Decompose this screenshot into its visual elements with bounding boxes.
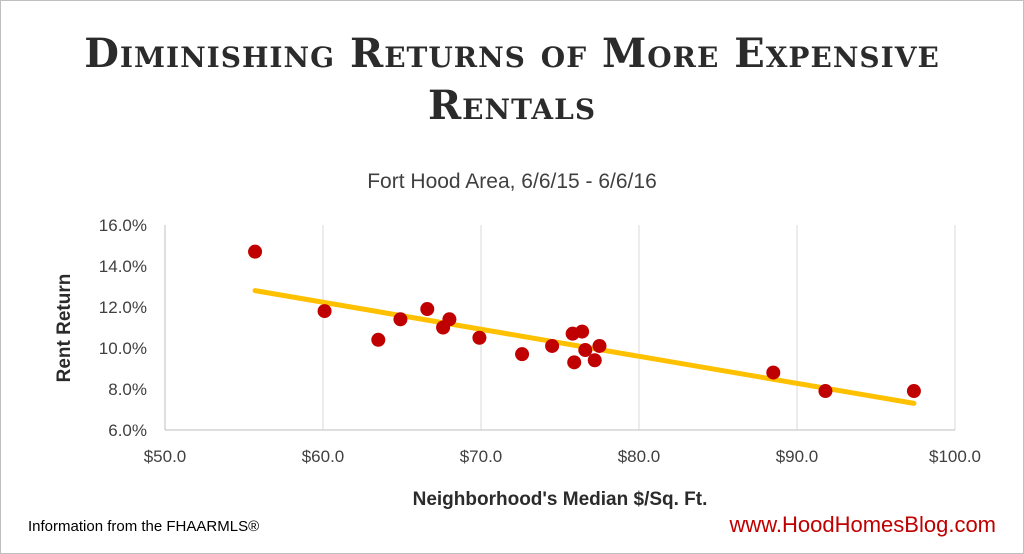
x-tick-label: $80.0 bbox=[618, 447, 661, 466]
data-point bbox=[442, 312, 457, 327]
y-tick-label: 8.0% bbox=[108, 380, 147, 399]
data-point bbox=[906, 384, 921, 399]
data-point bbox=[248, 244, 263, 259]
data-point bbox=[545, 338, 560, 353]
chart-title: Diminishing Returns of More Expensive Re… bbox=[84, 30, 940, 129]
data-point bbox=[515, 347, 530, 362]
x-tick-label: $50.0 bbox=[144, 447, 187, 466]
data-point bbox=[578, 343, 593, 358]
data-point bbox=[587, 353, 602, 368]
y-tick-label: 6.0% bbox=[108, 421, 147, 440]
x-tick-label: $70.0 bbox=[460, 447, 503, 466]
y-axis-title: Rent Return bbox=[54, 274, 75, 383]
data-point bbox=[420, 302, 435, 317]
data-points bbox=[248, 244, 921, 399]
data-point bbox=[567, 355, 582, 370]
x-axis-title: Neighborhood's Median $/Sq. Ft. bbox=[413, 489, 708, 510]
data-point bbox=[393, 312, 408, 327]
y-tick-label: 14.0% bbox=[99, 257, 147, 276]
y-tick-labels: 6.0% 8.0% 10.0% 12.0% 14.0% 16.0% bbox=[99, 216, 147, 440]
data-point bbox=[766, 365, 781, 380]
data-point bbox=[818, 384, 833, 399]
x-tick-labels: $50.0 $60.0 $70.0 $80.0 $90.0 $100.0 bbox=[144, 447, 981, 466]
chart-subtitle: Fort Hood Area, 6/6/15 - 6/6/16 bbox=[367, 170, 657, 193]
data-point bbox=[317, 304, 332, 319]
x-tick-label: $60.0 bbox=[302, 447, 345, 466]
data-point bbox=[575, 324, 590, 339]
x-tick-label: $90.0 bbox=[776, 447, 819, 466]
x-tick-label: $100.0 bbox=[929, 447, 981, 466]
data-point bbox=[592, 338, 607, 353]
data-point bbox=[371, 332, 386, 347]
y-tick-label: 16.0% bbox=[99, 216, 147, 235]
y-tick-label: 10.0% bbox=[99, 339, 147, 358]
axes bbox=[164, 225, 955, 431]
website-link[interactable]: www.HoodHomesBlog.com bbox=[729, 512, 996, 537]
grid-lines bbox=[322, 225, 956, 430]
data-point bbox=[472, 330, 487, 345]
source-note: Information from the FHAARMLS® bbox=[28, 518, 260, 535]
y-tick-label: 12.0% bbox=[99, 298, 147, 317]
